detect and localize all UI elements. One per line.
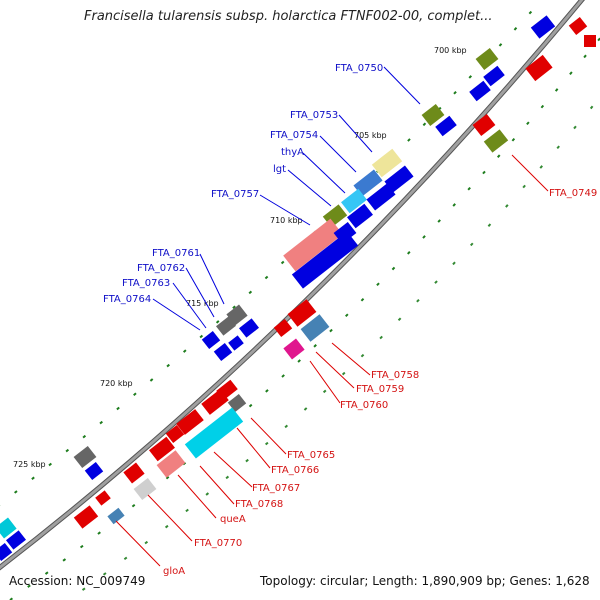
gene-label[interactable]: FTA_0757 [211, 189, 259, 200]
gene-feature[interactable] [300, 314, 330, 342]
gene-label[interactable]: FTA_0760 [340, 400, 388, 411]
gene-feature[interactable] [472, 113, 496, 137]
scale-label: 710 kbp [270, 216, 303, 225]
gene-feature[interactable] [584, 35, 596, 47]
gene-label[interactable]: thyA [281, 147, 304, 158]
gene-feature[interactable] [73, 505, 99, 529]
gene-feature[interactable] [228, 335, 244, 351]
gene-feature[interactable] [95, 490, 111, 506]
gene-feature[interactable] [165, 424, 185, 444]
gene-label[interactable]: FTA_0753 [290, 110, 338, 121]
gene-label[interactable]: FTA_0765 [287, 450, 335, 461]
gene-label[interactable]: FTA_0764 [103, 294, 151, 305]
gene-feature[interactable] [384, 165, 414, 193]
gene-feature[interactable] [273, 318, 293, 338]
gene-feature[interactable] [366, 183, 396, 211]
gene-feature[interactable] [226, 304, 248, 326]
gene-feature[interactable] [435, 115, 457, 137]
gene-label[interactable]: FTA_0763 [122, 278, 170, 289]
gene-feature[interactable] [283, 338, 305, 360]
gene-feature[interactable] [149, 436, 175, 462]
gene-label[interactable]: FTA_0750 [335, 63, 383, 74]
gene-feature[interactable] [184, 407, 244, 459]
gene-feature[interactable] [291, 231, 359, 289]
gene-feature[interactable] [216, 316, 236, 336]
gene-label[interactable]: FTA_0766 [271, 465, 319, 476]
gene-feature[interactable] [287, 299, 317, 327]
gene-feature[interactable] [353, 169, 383, 197]
gene-feature[interactable] [475, 47, 499, 71]
gene-label[interactable]: FTA_0761 [152, 248, 200, 259]
scale-label: 725 kbp [13, 460, 46, 469]
gene-feature[interactable] [483, 129, 509, 153]
gene-label[interactable]: FTA_0754 [270, 130, 318, 141]
gene-feature[interactable] [156, 450, 186, 478]
gene-feature[interactable] [421, 103, 445, 127]
gene-label[interactable]: FTA_0758 [371, 370, 419, 381]
scale-label: 705 kbp [354, 131, 387, 140]
gene-feature[interactable] [107, 507, 125, 525]
scale-label: 720 kbp [100, 379, 133, 388]
gene-feature[interactable] [216, 379, 238, 401]
gene-feature[interactable] [0, 517, 17, 539]
gene-feature[interactable] [133, 477, 157, 501]
gene-feature[interactable] [530, 15, 556, 39]
gene-label[interactable]: FTA_0767 [252, 483, 300, 494]
scale-labels: 700 kbp 705 kbp 710 kbp 715 kbp 720 kbp … [13, 46, 467, 469]
gene-label[interactable]: queA [220, 514, 246, 525]
gene-label[interactable]: FTA_0749 [549, 188, 597, 199]
gene-feature[interactable] [568, 16, 588, 36]
genome-summary-text: Topology: circular; Length: 1,890,909 bp… [260, 574, 590, 588]
gene-labels-lower: FTA_0749 FTA_0758 FTA_0759 FTA_0760 FTA_… [163, 188, 597, 577]
map-title: Francisella tularensis subsp. holarctica… [84, 9, 493, 24]
gene-feature[interactable] [84, 461, 104, 481]
gene-feature[interactable] [371, 148, 403, 178]
gene-features[interactable] [0, 15, 596, 562]
scale-label: 700 kbp [434, 46, 467, 55]
label-leader-lines [115, 66, 549, 567]
gene-feature[interactable] [73, 445, 97, 469]
gene-label[interactable]: FTA_0768 [235, 499, 283, 510]
gene-label[interactable]: FTA_0770 [194, 538, 242, 549]
gene-feature[interactable] [341, 188, 367, 214]
gene-feature[interactable] [469, 80, 491, 102]
scale-label: 715 kbp [186, 299, 219, 308]
gene-label[interactable]: lgt [273, 164, 286, 175]
gene-feature[interactable] [239, 318, 259, 338]
gene-feature[interactable] [283, 218, 343, 272]
gene-feature[interactable] [525, 54, 553, 82]
gene-labels-upper: FTA_0750 FTA_0753 FTA_0754 thyA lgt FTA_… [103, 63, 383, 305]
gene-feature[interactable] [6, 530, 26, 550]
gene-label[interactable]: gloA [163, 566, 185, 577]
gene-feature[interactable] [347, 203, 373, 229]
gene-feature[interactable] [123, 462, 145, 484]
gene-feature[interactable] [0, 542, 13, 562]
accession-text: Accession: NC_009749 [9, 574, 146, 588]
gene-feature[interactable] [201, 330, 221, 350]
gene-feature[interactable] [176, 409, 204, 435]
gene-label[interactable]: FTA_0759 [356, 384, 404, 395]
gene-feature[interactable] [483, 65, 505, 87]
gene-feature[interactable] [213, 342, 233, 362]
gene-feature[interactable] [227, 393, 247, 413]
gene-label[interactable]: FTA_0762 [137, 263, 185, 274]
